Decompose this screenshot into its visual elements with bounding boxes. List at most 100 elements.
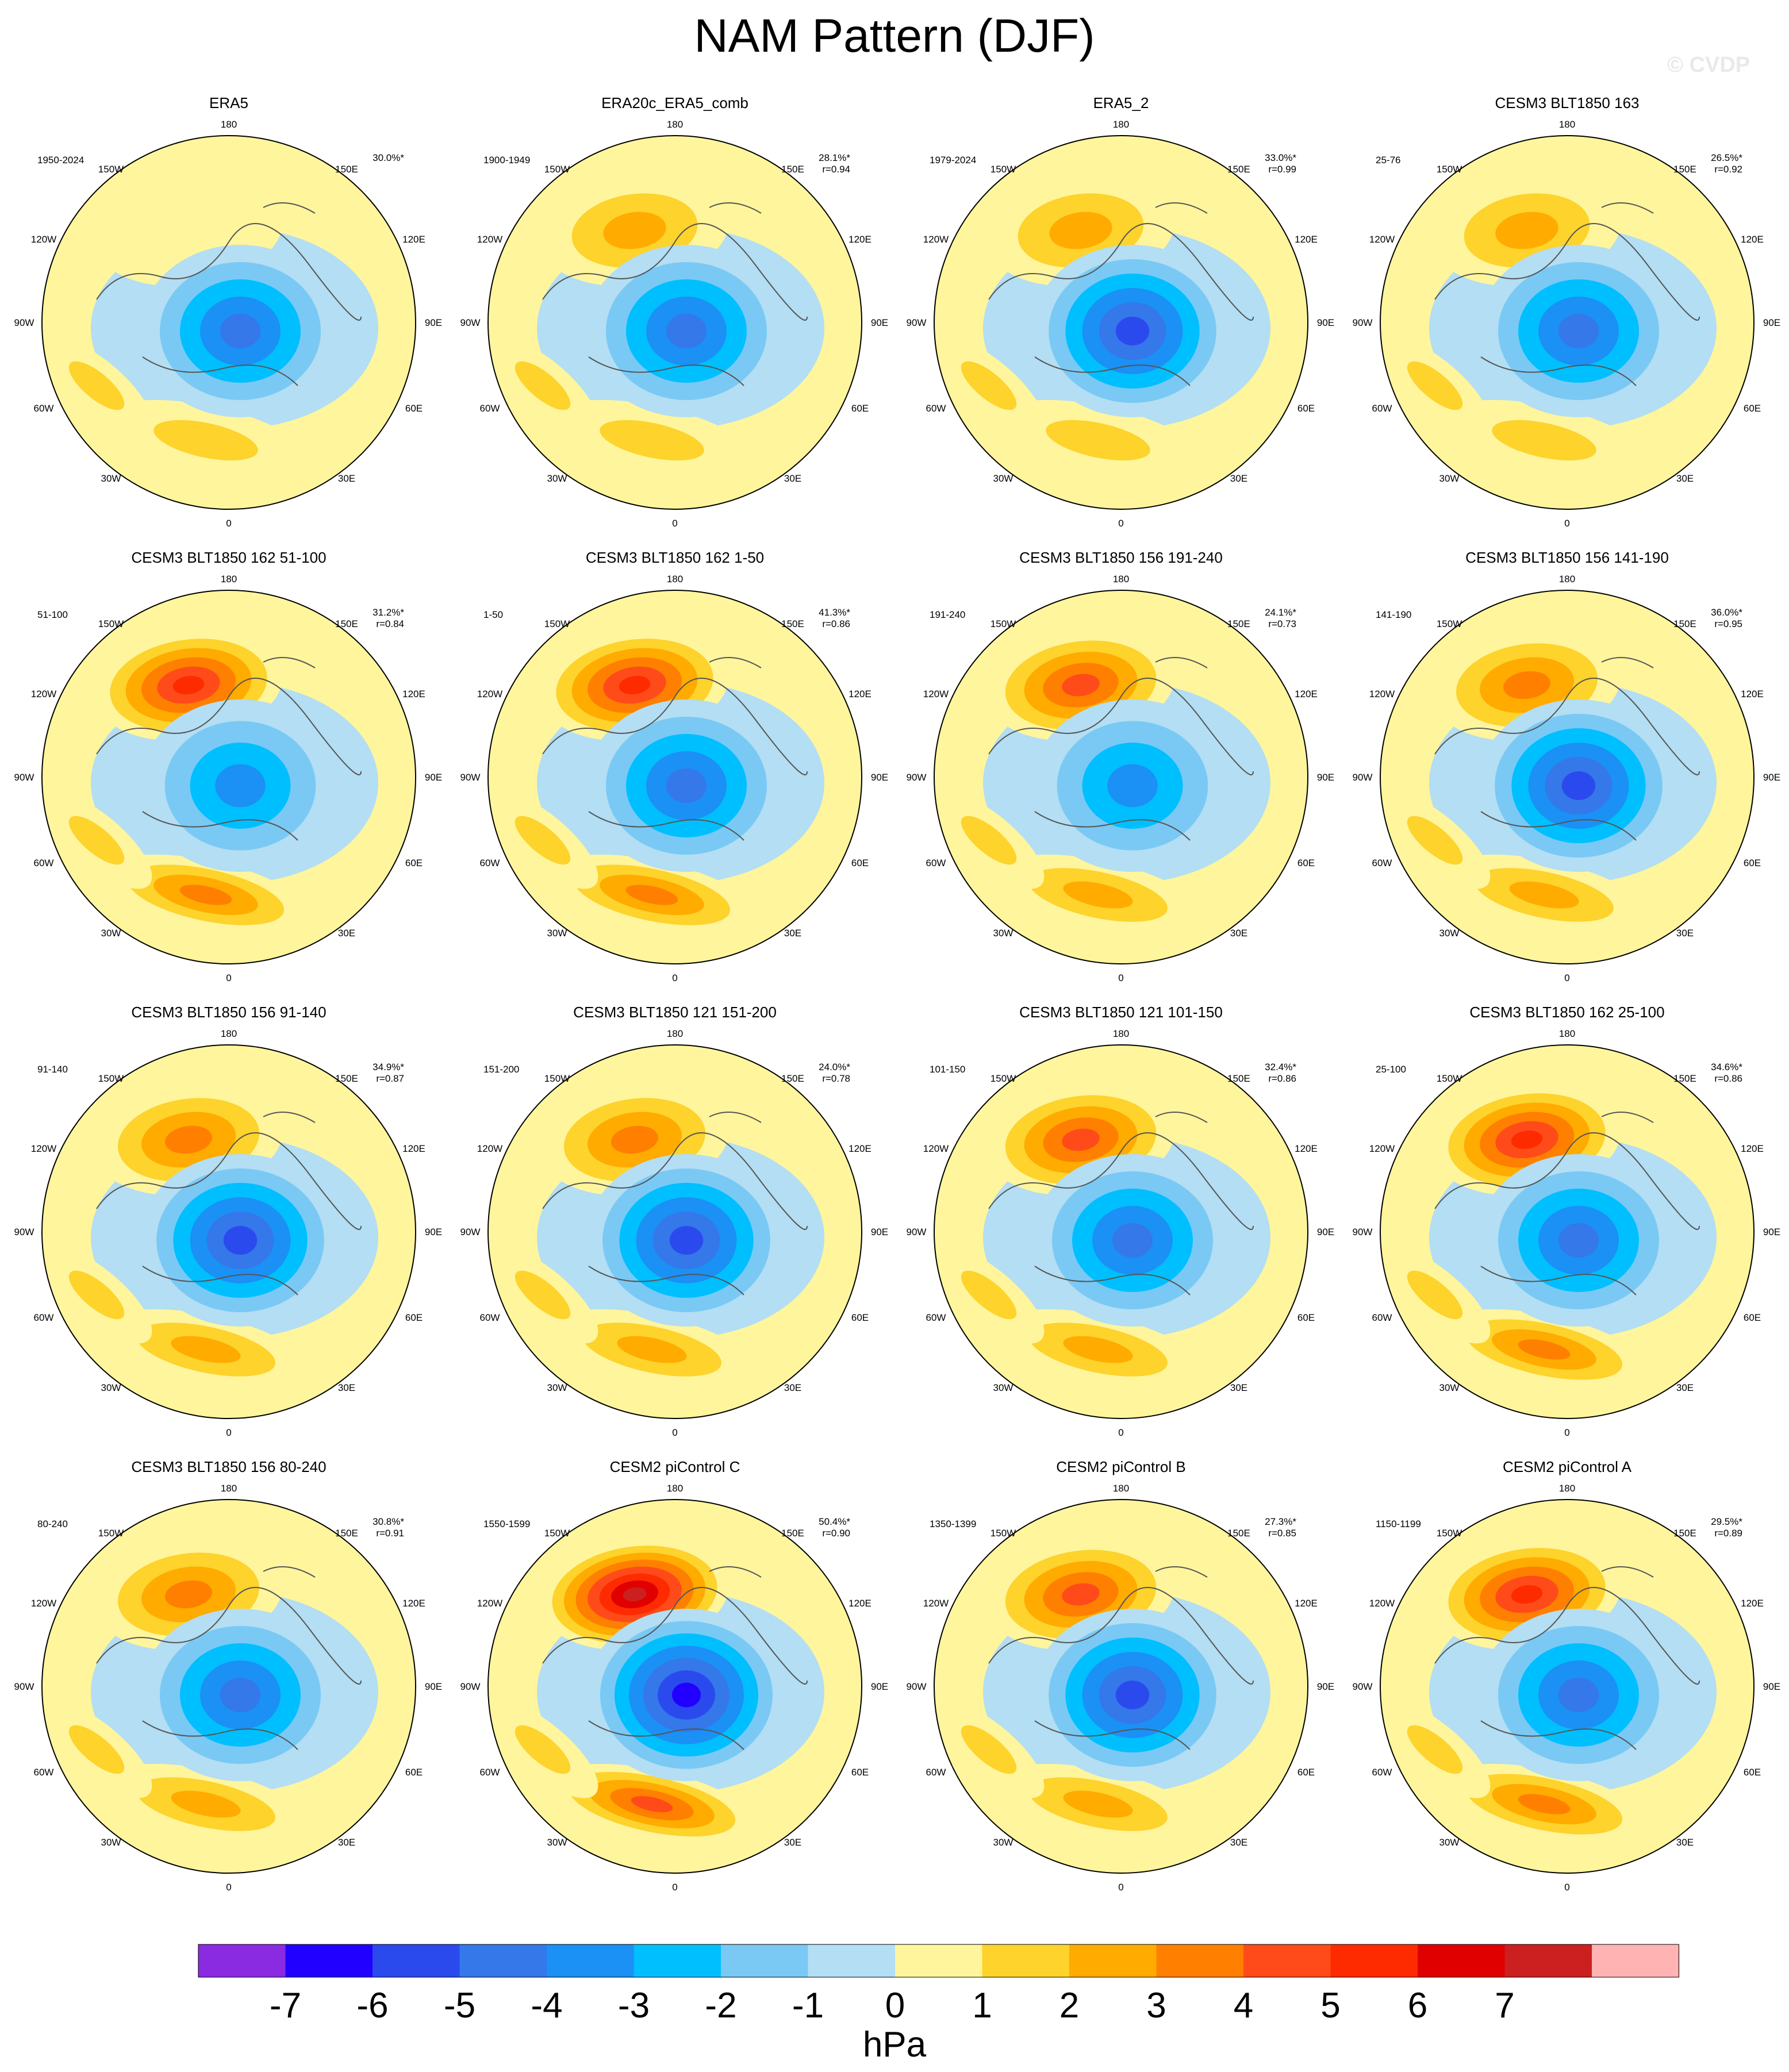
longitude-label: 30W <box>1439 1837 1460 1848</box>
colorbar-tick-label: -1 <box>792 1986 824 2025</box>
longitude-label: 60E <box>1744 1312 1761 1323</box>
panel-pattern-correlation: r=0.91 <box>376 1528 404 1539</box>
longitude-label: 150E <box>1227 1528 1250 1539</box>
longitude-label: 180 <box>1559 1028 1575 1039</box>
colorbar-swatch <box>808 1944 895 1977</box>
panel-years: 1979-2024 <box>930 155 976 166</box>
longitude-label: 120W <box>477 1598 502 1609</box>
colorbar-outline <box>198 1944 1679 1978</box>
panel-title: CESM3 BLT1850 162 51-100 <box>131 549 326 566</box>
longitude-label: 150E <box>335 1528 358 1539</box>
longitude-label: 30E <box>1230 1837 1247 1848</box>
contour-band <box>68 1270 125 1320</box>
longitude-label: 120W <box>477 234 502 245</box>
contour-band <box>961 361 1017 410</box>
longitude-label: 0 <box>672 518 677 529</box>
longitude-label: 30W <box>1439 1382 1460 1393</box>
colorbar-swatch <box>1418 1944 1505 1977</box>
longitude-label: 180 <box>1559 119 1575 130</box>
panel-pattern-correlation: r=0.99 <box>1268 164 1296 175</box>
longitude-label: 120E <box>849 689 872 699</box>
contour-band <box>1558 314 1599 348</box>
longitude-label: 150E <box>781 1073 804 1084</box>
longitude-label: 150W <box>98 1073 124 1084</box>
longitude-label: 90W <box>1353 1681 1373 1692</box>
longitude-label: 60E <box>851 1767 869 1778</box>
panel-years: 151-200 <box>483 1064 519 1075</box>
longitude-label: 120E <box>1741 1143 1764 1154</box>
longitude-label: 90W <box>14 317 34 328</box>
longitude-label: 60W <box>34 403 54 414</box>
longitude-label: 30E <box>1230 473 1247 484</box>
longitude-label: 120W <box>477 1143 502 1154</box>
longitude-label: 30W <box>547 473 567 484</box>
contour-band <box>68 816 125 865</box>
longitude-label: 180 <box>1113 119 1129 130</box>
longitude-label: 150E <box>1227 1073 1250 1084</box>
panel-variance-explained: 24.0%* <box>819 1062 850 1072</box>
map-boundary <box>487 1044 862 1419</box>
contour-band <box>625 885 678 905</box>
longitude-label: 150E <box>335 164 358 175</box>
map-boundary <box>934 590 1308 964</box>
longitude-label: 30W <box>547 928 567 939</box>
contour-band <box>1407 361 1463 410</box>
panel-variance-explained: 41.3%* <box>819 607 850 618</box>
longitude-label: 150W <box>991 1528 1016 1539</box>
longitude-label: 30W <box>1439 928 1460 939</box>
map-boundary <box>487 135 862 510</box>
longitude-label: 90E <box>1763 772 1780 783</box>
contour-band <box>1063 881 1133 909</box>
contour-band <box>1492 420 1596 461</box>
longitude-label: 120E <box>1295 234 1318 245</box>
longitude-label: 60E <box>851 858 869 868</box>
map-boundary <box>41 1499 416 1874</box>
contour-band <box>961 1725 1017 1774</box>
panel-years: 1550-1599 <box>483 1519 530 1529</box>
map-panel: ERA5 1950-2024 30.0%* 180 0 150W 150E 120W 120E 9… <box>14 94 443 529</box>
longitude-label: 60E <box>1297 1767 1315 1778</box>
contour-band <box>631 1796 673 1813</box>
contour-band <box>1407 1725 1463 1774</box>
panel-pattern-correlation: r=0.86 <box>822 618 850 629</box>
contour-band <box>1115 317 1150 345</box>
contour-band <box>1407 1270 1463 1320</box>
panel-variance-explained: 34.9%* <box>373 1062 404 1072</box>
panel-years: 51-100 <box>37 609 68 620</box>
colorbar-swatch <box>1504 1944 1592 1977</box>
longitude-label: 30W <box>993 1837 1013 1848</box>
map-boundary <box>934 135 1308 510</box>
colorbar-swatch <box>373 1944 460 1977</box>
contour-band <box>666 314 707 348</box>
longitude-label: 0 <box>226 1427 231 1438</box>
longitude-label: 120W <box>31 234 56 245</box>
longitude-label: 60W <box>926 1312 946 1323</box>
map-panel: CESM3 BLT1850 156 191-240 191-240 24.1%*r=… <box>907 549 1335 983</box>
longitude-label: 60W <box>480 403 500 414</box>
longitude-label: 90W <box>14 772 34 783</box>
longitude-label: 180 <box>1113 1028 1129 1039</box>
coastline <box>542 1112 808 1296</box>
panel-title: CESM3 BLT1850 156 141-190 <box>1465 549 1669 566</box>
contour-band <box>672 1682 701 1708</box>
contour-band <box>1063 1336 1133 1363</box>
colorbar-tick-label: -5 <box>444 1986 475 2025</box>
contour-band <box>1518 1794 1571 1815</box>
longitude-label: 60E <box>1297 403 1315 414</box>
longitude-label: 90W <box>907 1681 927 1692</box>
colorbar-swatch <box>1069 1944 1157 1977</box>
longitude-label: 90W <box>460 772 481 783</box>
contour-band <box>666 768 707 803</box>
colorbar-tick-label: 7 <box>1495 1986 1514 2025</box>
colorbar-units: hPa <box>863 2025 927 2065</box>
panel-variance-explained: 27.3%* <box>1265 1516 1296 1527</box>
contour-band <box>1495 212 1558 249</box>
longitude-label: 150W <box>991 164 1016 175</box>
figure-title: NAM Pattern (DJF) <box>694 10 1095 62</box>
longitude-label: 120E <box>1295 689 1318 699</box>
longitude-label: 90W <box>907 1227 927 1237</box>
map-boundary <box>1380 1044 1755 1419</box>
contour-band <box>1558 1223 1599 1258</box>
colorbar-swatch <box>285 1944 373 1977</box>
longitude-label: 180 <box>1559 574 1575 585</box>
